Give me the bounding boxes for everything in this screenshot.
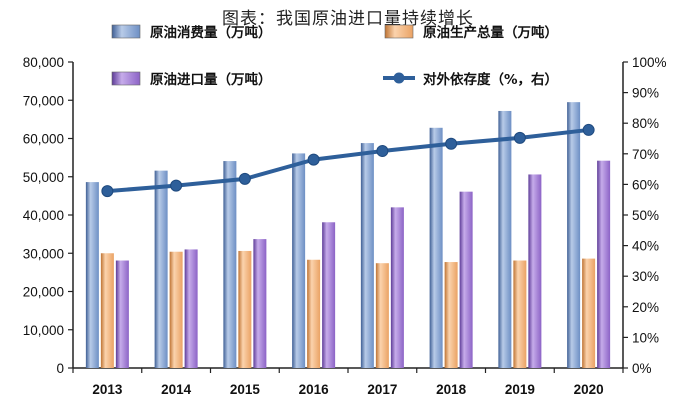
left-tick-label: 40,000 xyxy=(23,208,64,223)
dependency-point xyxy=(376,145,389,158)
dependency-point xyxy=(101,185,114,198)
bar-2 xyxy=(513,260,527,368)
legend-marker xyxy=(393,72,405,84)
left-tick-label: 70,000 xyxy=(23,93,64,108)
bar-3 xyxy=(115,260,129,368)
left-tick-label: 10,000 xyxy=(23,323,64,338)
bar-3 xyxy=(253,239,267,368)
dependency-point xyxy=(170,179,183,192)
bar-1 xyxy=(498,110,512,369)
bar-1 xyxy=(223,161,237,368)
bar-3 xyxy=(390,207,404,368)
right-tick-label: 50% xyxy=(632,208,659,223)
left-tick-label: 0 xyxy=(56,361,64,376)
bar-3 xyxy=(184,249,198,368)
x-tick-label: 2020 xyxy=(574,382,604,397)
x-tick-label: 2018 xyxy=(436,382,467,397)
right-tick-label: 10% xyxy=(632,330,659,345)
right-tick-label: 30% xyxy=(632,269,659,284)
bar-1 xyxy=(154,170,168,368)
bar-1 xyxy=(85,182,99,368)
bar-2 xyxy=(169,251,183,368)
left-tick-label: 80,000 xyxy=(23,55,64,70)
legend-label: 原油生产总量（万吨） xyxy=(423,24,558,41)
right-tick-label: 100% xyxy=(632,55,667,70)
x-tick-label: 2013 xyxy=(92,382,123,397)
bar-3 xyxy=(597,160,611,368)
dependency-line xyxy=(107,127,589,194)
left-tick-label: 50,000 xyxy=(23,170,64,185)
x-tick-label: 2019 xyxy=(505,382,535,397)
chart-title: 图表：我国原油进口量持续增长 xyxy=(222,9,474,29)
right-tick-label: 20% xyxy=(632,300,659,315)
right-tick-label: 60% xyxy=(632,177,659,192)
right-tick-label: 0% xyxy=(632,361,652,376)
right-tick-label: 90% xyxy=(632,86,659,101)
dependency-point xyxy=(582,123,595,136)
bar-1 xyxy=(360,143,374,368)
legend-label: 原油进口量（万吨） xyxy=(150,71,272,88)
dependency-point xyxy=(307,153,320,166)
bar-2 xyxy=(238,250,252,368)
bar-1 xyxy=(567,102,581,368)
legend-swatch xyxy=(384,24,414,39)
right-tick-label: 80% xyxy=(632,116,659,131)
bar-3 xyxy=(322,222,336,368)
legend-label: 原油消费量（万吨） xyxy=(150,24,272,41)
x-tick-label: 2017 xyxy=(367,382,397,397)
bar-1 xyxy=(292,153,306,368)
left-tick-label: 30,000 xyxy=(23,246,64,261)
legend-swatch xyxy=(111,71,141,86)
bar-3 xyxy=(528,174,542,368)
bar-2 xyxy=(444,262,458,368)
dependency-point xyxy=(513,131,526,144)
legend-swatch xyxy=(111,24,141,39)
bar-2 xyxy=(582,258,596,368)
right-tick-label: 70% xyxy=(632,147,659,162)
bar-2 xyxy=(100,253,114,368)
dependency-point xyxy=(238,172,251,185)
bar-3 xyxy=(459,191,473,368)
x-tick-label: 2014 xyxy=(161,382,192,397)
right-tick-label: 40% xyxy=(632,239,659,254)
left-tick-label: 20,000 xyxy=(23,285,64,300)
bar-1 xyxy=(429,127,443,368)
legend-label: 对外依存度（%，右） xyxy=(423,71,558,88)
dependency-point xyxy=(445,137,458,150)
left-tick-label: 60,000 xyxy=(23,132,64,147)
x-tick-label: 2015 xyxy=(230,382,261,397)
bar-2 xyxy=(307,259,321,368)
x-tick-label: 2016 xyxy=(299,382,330,397)
bar-2 xyxy=(375,263,389,368)
